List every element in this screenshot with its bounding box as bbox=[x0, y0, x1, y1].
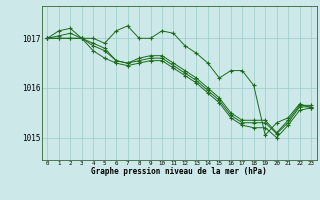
X-axis label: Graphe pression niveau de la mer (hPa): Graphe pression niveau de la mer (hPa) bbox=[91, 167, 267, 176]
